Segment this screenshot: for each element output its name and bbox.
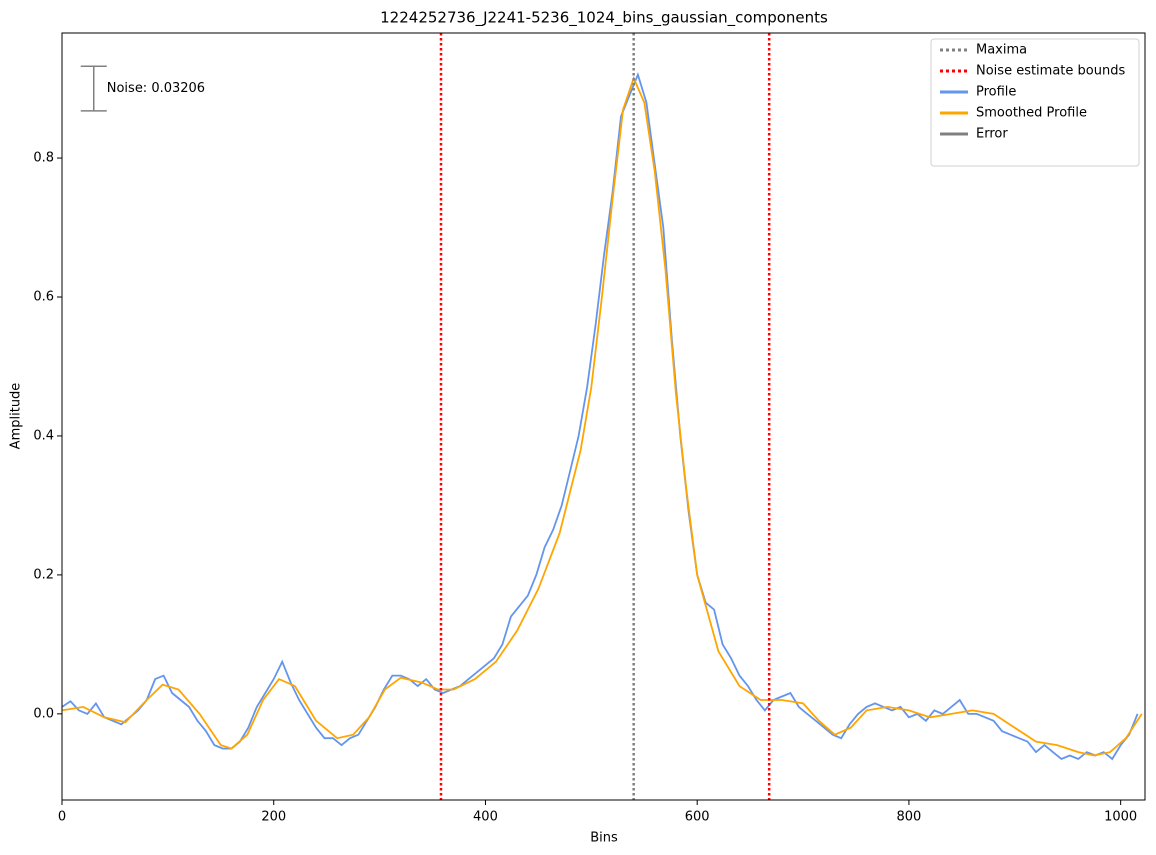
y-axis-label: Amplitude: [9, 383, 24, 450]
y-tick-label: 0.6: [33, 290, 54, 305]
legend-label: Smoothed Profile: [976, 106, 1087, 121]
x-tick-label: 400: [473, 810, 498, 825]
series-line: [62, 72, 1139, 761]
chart-title: 1224252736_J2241-5236_1024_bins_gaussian…: [380, 9, 828, 28]
x-tick-label: 0: [58, 810, 66, 825]
legend-label: Profile: [976, 85, 1016, 100]
error-label: Noise: 0.03206: [107, 81, 205, 96]
plot-area: [62, 33, 1143, 800]
legend-label: Error: [976, 127, 1008, 142]
y-tick-label: 0.4: [33, 428, 54, 443]
x-tick-label: 600: [685, 810, 710, 825]
y-tick-label: 0.8: [33, 151, 54, 166]
x-tick-label: 800: [897, 810, 922, 825]
x-axis-label: Bins: [590, 831, 618, 846]
x-tick-label: 1000: [1104, 810, 1137, 825]
legend-label: Maxima: [976, 43, 1027, 58]
x-tick-label: 200: [261, 810, 286, 825]
series-line: [62, 75, 1143, 757]
legend-label: Noise estimate bounds: [976, 64, 1125, 79]
y-tick-label: 0.0: [33, 706, 54, 721]
y-tick-label: 0.2: [33, 567, 54, 582]
legend-box: [930, 38, 1140, 167]
plot-frame: [61, 32, 1146, 801]
